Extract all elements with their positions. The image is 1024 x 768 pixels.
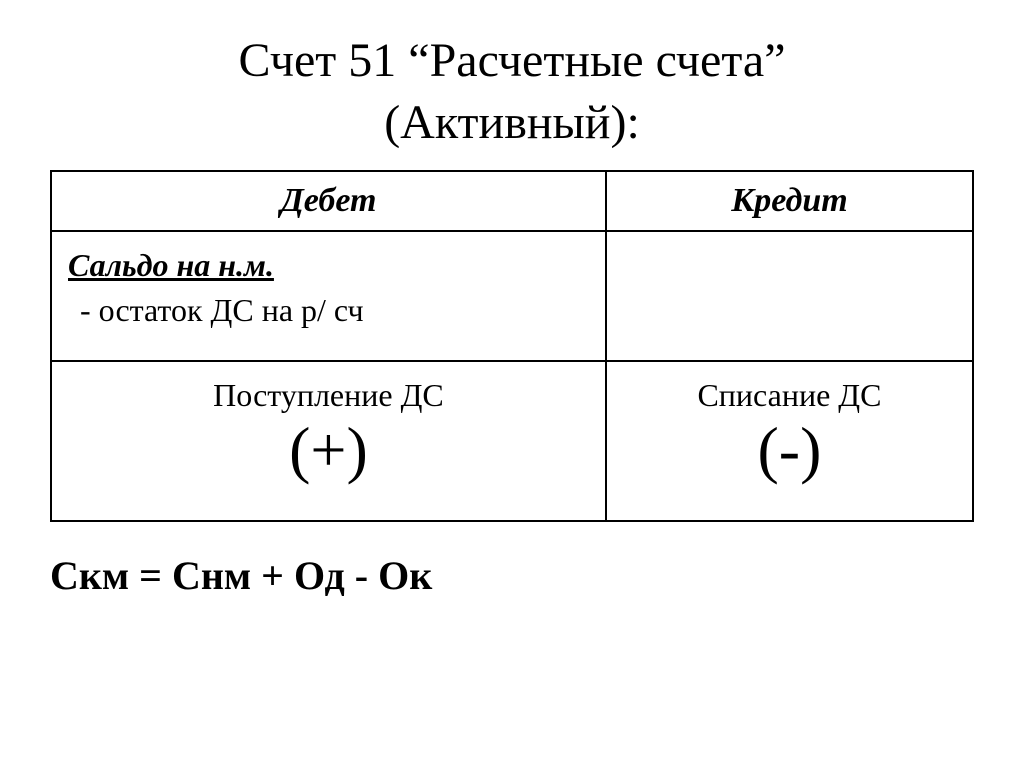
movement-credit-label: Списание ДС — [697, 377, 881, 413]
movement-credit-cell: Списание ДС (-) — [606, 361, 973, 521]
account-table: Дебет Кредит Сальдо на н.м. - остаток ДС… — [50, 170, 974, 522]
saldo-cell-debit: Сальдо на н.м. - остаток ДС на р/ сч — [51, 231, 606, 361]
saldo-label: Сальдо на н.м. — [68, 247, 274, 283]
movement-debit-cell: Поступление ДС (+) — [51, 361, 606, 521]
title-line-2: (Активный): — [384, 96, 640, 149]
movement-row: Поступление ДС (+) Списание ДС (-) — [51, 361, 973, 521]
column-header-credit: Кредит — [606, 171, 973, 231]
column-header-debit: Дебет — [51, 171, 606, 231]
title-line-1: Счет 51 “Расчетные счета” — [238, 34, 785, 87]
saldo-cell-credit — [606, 231, 973, 361]
saldo-description: - остаток ДС на р/ сч — [68, 292, 589, 329]
formula-text: Скм = Снм + Од - Ок — [50, 552, 974, 599]
movement-debit-label: Поступление ДС — [213, 377, 444, 413]
saldo-row: Сальдо на н.м. - остаток ДС на р/ сч — [51, 231, 973, 361]
movement-debit-sign: (+) — [68, 418, 589, 482]
page-title: Счет 51 “Расчетные счета” (Активный): — [50, 30, 974, 155]
table-header-row: Дебет Кредит — [51, 171, 973, 231]
movement-credit-sign: (-) — [623, 418, 956, 482]
